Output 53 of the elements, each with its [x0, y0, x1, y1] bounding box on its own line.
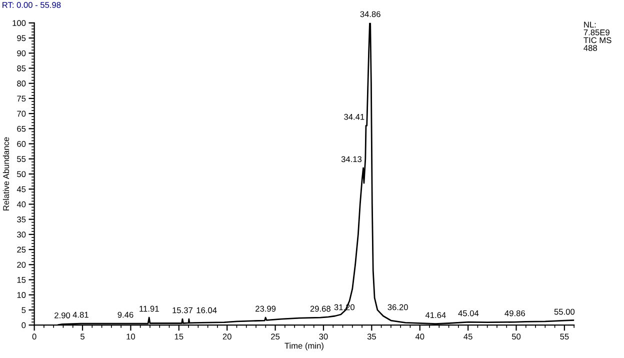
x-tick-label: 15 — [174, 334, 184, 340]
annotation: 34.41 — [344, 114, 364, 120]
annotation: 34.13 — [341, 156, 362, 162]
annotation: 2.90 — [54, 312, 70, 318]
y-tick-label: 40 — [16, 201, 26, 208]
annotation: 55.00 — [554, 308, 575, 315]
y-tick-label: 55 — [17, 156, 26, 162]
x-tick-label: 35 — [367, 334, 376, 340]
y-tick-label: 70 — [17, 110, 26, 117]
annotation: 49.86 — [504, 310, 525, 316]
x-tick-label: 0 — [32, 334, 36, 340]
y-tick-label: 100 — [12, 20, 26, 26]
y-tick-label: 0 — [22, 322, 26, 328]
x-tick-label: 40 — [415, 334, 424, 340]
y-tick-label: 15 — [17, 277, 26, 283]
annotation: 34.86 — [360, 11, 380, 18]
annotation: 16.04 — [196, 307, 217, 314]
annotation: 41.64 — [425, 312, 446, 318]
annotation: 29.68 — [310, 306, 330, 312]
text: RT: 0.00 - 55.98 — [2, 2, 61, 8]
x-tick-label: 45 — [464, 334, 472, 340]
x-tick-label: 50 — [512, 334, 521, 340]
annotation: 15.37 — [172, 307, 192, 314]
y-tick-label: 45 — [16, 186, 26, 192]
x-axis-title: Time (min) — [284, 342, 324, 350]
y-tick-label: 90 — [17, 50, 26, 56]
x-tick-label: 10 — [126, 334, 136, 340]
y-tick-label: 65 — [17, 126, 26, 132]
annotation: 9.46 — [118, 312, 134, 318]
annotation: 11.91 — [140, 306, 159, 312]
y-tick-label: 60 — [17, 140, 26, 147]
x-tick-label: 20 — [222, 334, 232, 340]
x-tick-label: 25 — [271, 334, 280, 340]
x-tick-label: 5 — [80, 334, 84, 340]
annotation: 45.04 — [458, 310, 479, 316]
y-tick-label: 80 — [17, 80, 26, 86]
y-tick-label: 35 — [17, 216, 26, 222]
y-axis-title: Relative Abundance — [2, 137, 10, 210]
y-tick-label: 95 — [17, 35, 26, 42]
y-tick-label: 50 — [17, 171, 26, 178]
y-tick-label: 30 — [17, 232, 26, 238]
y-tick-label: 85 — [17, 65, 26, 72]
y-tick-label: 75 — [17, 96, 26, 102]
x-tick-label: 55 — [560, 334, 569, 340]
annotation: 23.99 — [256, 306, 276, 312]
x-tick-label: 30 — [319, 334, 328, 340]
y-tick-label: 20 — [17, 262, 26, 268]
text: NL: 7.85E9 TIC MS 488 — [584, 22, 612, 51]
y-tick-label: 10 — [17, 292, 26, 298]
annotation: 36.20 — [388, 304, 408, 310]
y-tick-label: 25 — [17, 246, 26, 253]
y-tick-label: 5 — [22, 307, 26, 314]
annotation: 4.81 — [72, 312, 88, 318]
